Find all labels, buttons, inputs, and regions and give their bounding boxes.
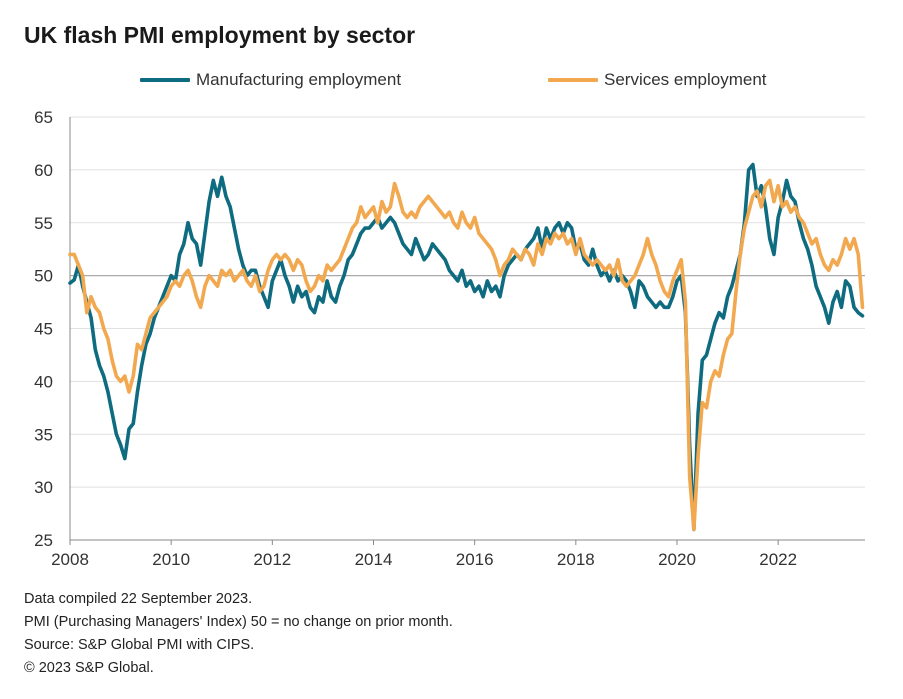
footnote-pmi-definition: PMI (Purchasing Managers' Index) 50 = no… xyxy=(24,614,453,630)
y-tick-label-65: 65 xyxy=(34,108,53,127)
footnotes: Data compiled 22 September 2023. PMI (Pu… xyxy=(24,588,453,680)
x-tick-label-2018: 2018 xyxy=(557,550,595,569)
y-tick-label-60: 60 xyxy=(34,161,53,180)
chart-legend: Manufacturing employment Services employ… xyxy=(0,70,903,96)
footnote-source: Source: S&P Global PMI with CIPS. xyxy=(24,637,255,653)
y-tick-label-35: 35 xyxy=(34,425,53,444)
y-tick-label-45: 45 xyxy=(34,320,53,339)
chart-title: UK flash PMI employment by sector xyxy=(24,22,416,48)
x-tick-label-2022: 2022 xyxy=(759,550,797,569)
legend-label-services: Services employment xyxy=(604,70,767,89)
x-tick-label-2014: 2014 xyxy=(355,550,393,569)
x-tick-label-2016: 2016 xyxy=(456,550,494,569)
footnote-data-compiled: Data compiled 22 September 2023. xyxy=(24,591,253,607)
line-chart: 25 30 35 40 45 50 55 60 65 2008 2010 2012 2014 2016 20… xyxy=(34,108,865,569)
y-tick-label-40: 40 xyxy=(34,372,53,391)
y-tick-label-30: 30 xyxy=(34,478,53,497)
legend-item-services: Services employment xyxy=(548,70,767,90)
y-tick-label-25: 25 xyxy=(34,531,53,550)
series-line-manufacturing xyxy=(68,162,865,532)
x-tick-label-2020: 2020 xyxy=(658,550,696,569)
x-tick-label-2012: 2012 xyxy=(253,550,291,569)
y-tick-label-50: 50 xyxy=(34,267,53,286)
legend-item-manufacturing: Manufacturing employment xyxy=(140,70,401,90)
legend-label-manufacturing: Manufacturing employment xyxy=(196,70,402,89)
legend-swatch-manufacturing xyxy=(140,78,190,82)
x-tick-label-2010: 2010 xyxy=(152,550,190,569)
series-line-services xyxy=(68,178,865,532)
footnote-copyright: © 2023 S&P Global. xyxy=(24,660,154,676)
x-tick-label-2008: 2008 xyxy=(51,550,89,569)
y-tick-label-55: 55 xyxy=(34,214,53,233)
legend-swatch-services xyxy=(548,78,598,82)
